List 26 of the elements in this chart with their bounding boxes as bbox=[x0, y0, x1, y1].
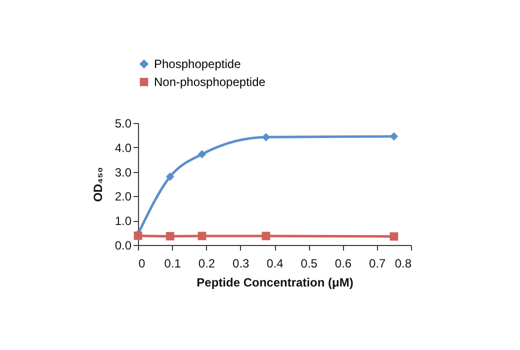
x-tick-label: 0.2 bbox=[198, 256, 216, 270]
legend-label: Non-phosphopeptide bbox=[154, 75, 266, 89]
y-axis-title: OD₄₅₀ bbox=[90, 167, 105, 202]
point bbox=[390, 232, 398, 241]
x-tick-label: 0.5 bbox=[300, 256, 318, 270]
x-tick-label: 0.8 bbox=[394, 256, 412, 270]
y-tick-label: 0.0 bbox=[114, 238, 132, 252]
point bbox=[166, 232, 174, 240]
point bbox=[166, 172, 174, 181]
x-tick-label: 0.6 bbox=[334, 256, 352, 270]
point bbox=[198, 232, 206, 240]
y-tick-label: 2.0 bbox=[114, 190, 132, 204]
point bbox=[198, 150, 206, 158]
x-tick-label: 0.7 bbox=[369, 256, 386, 270]
y-tick-label: 5.0 bbox=[114, 116, 132, 130]
y-tick-label: 3.0 bbox=[114, 165, 132, 180]
x-tick-label: 0.1 bbox=[164, 256, 182, 270]
x-tick-label: 0 bbox=[138, 256, 146, 270]
point bbox=[262, 232, 270, 240]
legend-label: Phosphopeptide bbox=[154, 57, 242, 71]
x-tick-label: 0.3 bbox=[232, 256, 250, 270]
y-tick-label: 1.0 bbox=[114, 214, 132, 228]
point bbox=[390, 132, 398, 141]
y-tick-label: 4.0 bbox=[114, 140, 132, 155]
x-axis-title: Peptide Concentration (μM) bbox=[196, 276, 354, 290]
x-tick-label: 0.4 bbox=[266, 256, 284, 270]
